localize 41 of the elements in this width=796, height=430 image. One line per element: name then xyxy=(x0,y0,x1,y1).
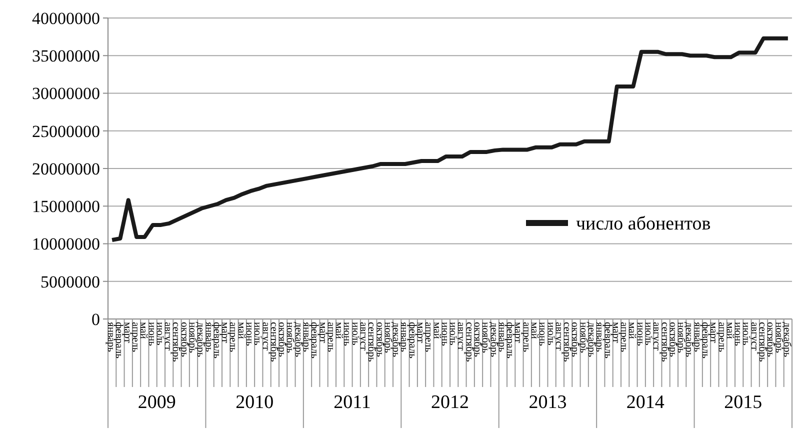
text: 2015 xyxy=(724,392,762,413)
x-tick-label: декабрь xyxy=(586,322,596,358)
y-tick-label: 35000000 xyxy=(32,46,100,66)
x-tick-label: сентябрь xyxy=(756,322,768,362)
text: 2010 xyxy=(236,392,274,413)
text: 2013 xyxy=(528,392,567,413)
x-tick-label: апрель xyxy=(422,322,434,352)
x-tick-label: май xyxy=(235,322,246,340)
x-tick-label: май xyxy=(138,322,149,340)
x-tick-label: апрель xyxy=(520,322,532,352)
x-tick-label: февраль xyxy=(700,322,710,359)
x-tick-label: февраль xyxy=(504,322,516,359)
x-tick-label: август xyxy=(552,322,564,351)
x-tick-label: август xyxy=(748,322,760,351)
y-tick-label: 15000000 xyxy=(32,197,100,216)
y-tick-label: 10000000 xyxy=(32,234,100,254)
x-tick-label: декабрь xyxy=(194,322,206,358)
text: 2009 xyxy=(138,392,176,413)
x-tick-label: декабрь xyxy=(390,322,402,358)
y-tick-label: 0 xyxy=(92,310,100,329)
x-tick-label: апрель xyxy=(324,322,336,352)
x-tick-label: февраль xyxy=(210,322,222,359)
x-tick-label: февраль xyxy=(602,322,613,359)
y-tick-label: 40000000 xyxy=(32,8,100,28)
y-tick-label: 20000000 xyxy=(32,159,100,178)
y-tick-label: 25000000 xyxy=(32,122,100,141)
x-tick-label: май xyxy=(528,322,540,340)
y-tick-label: 30000000 xyxy=(32,84,100,104)
x-tick-label: ноябрь xyxy=(186,322,198,354)
text: 2012 xyxy=(431,392,469,413)
legend-label: число абонентов xyxy=(576,214,711,235)
x-tick-label: май xyxy=(333,322,344,340)
text: 2014 xyxy=(626,392,665,413)
x-tick-label: февраль xyxy=(308,322,320,359)
text: 2011 xyxy=(334,392,371,413)
x-tick-label: апрель xyxy=(130,322,140,352)
x-tick-label: февраль xyxy=(406,322,418,359)
x-tick-label: октябрь xyxy=(472,322,482,358)
y-tick-label: 5000000 xyxy=(40,272,100,292)
x-tick-label: август xyxy=(358,322,368,351)
line-series xyxy=(110,36,790,242)
